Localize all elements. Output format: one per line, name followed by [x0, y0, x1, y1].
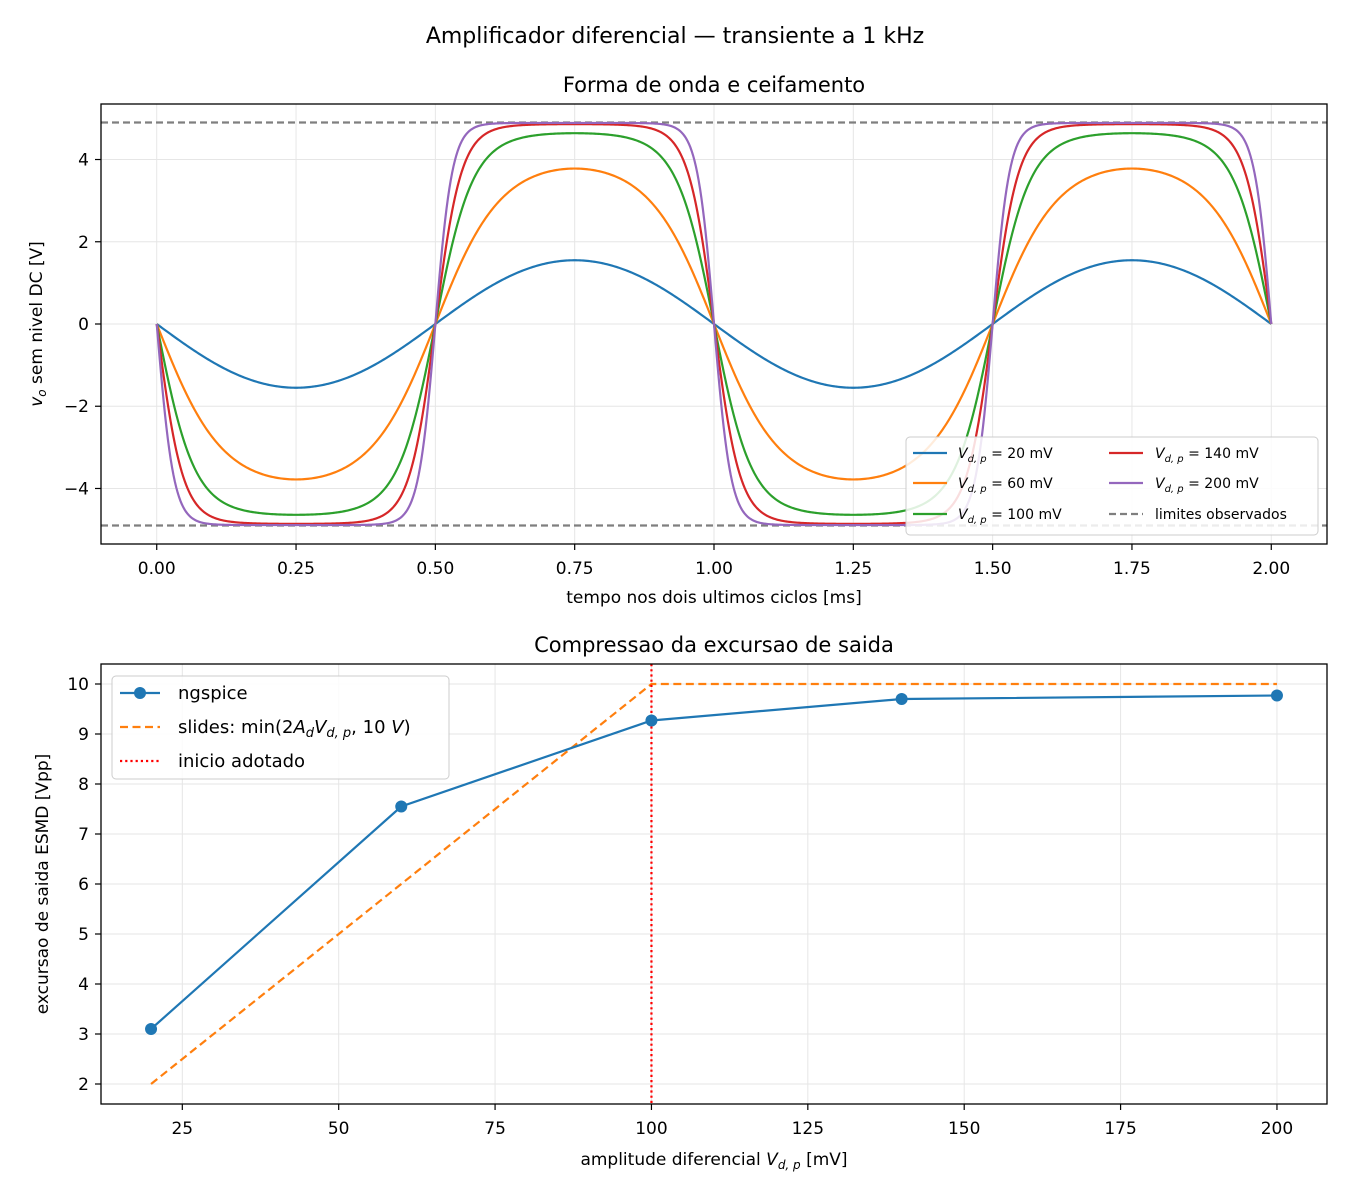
x-tick-label: 0.00 — [138, 559, 176, 579]
x-tick-label: 2.00 — [1252, 559, 1290, 579]
x-tick-label: 1.50 — [974, 559, 1012, 579]
legend-compression: ngspice slides: min(2AdVd, p, 10 V) inic… — [111, 675, 450, 780]
panel-title-waveform: Forma de onda e ceifamento — [563, 73, 865, 97]
x-axis-label-waveform: tempo nos dois ultimos ciclos [ms] — [566, 588, 861, 608]
legend-item-60mv: Vd, p = 60 mV — [913, 476, 1053, 495]
data-point-ngspice — [395, 800, 408, 813]
legend-item-ngspice: ngspice — [120, 683, 248, 704]
data-point-ngspice — [1270, 689, 1283, 702]
y-tick-label: 2 — [78, 1075, 89, 1095]
series-line-4 — [155, 121, 1273, 527]
grid-compression — [101, 664, 1327, 1104]
svg-text:Vd, p = 100 mV: Vd, p = 100 mV — [958, 507, 1062, 526]
svg-text:limites observados: limites observados — [1155, 507, 1287, 523]
legend-item-limites: limites observados — [1109, 507, 1287, 523]
legend-item-100mv: Vd, p = 100 mV — [913, 507, 1062, 526]
figure-title: Amplificador diferencial — transiente a … — [426, 24, 924, 49]
x-tick-label: 125 — [792, 1119, 824, 1139]
panel-compression: Compressao da excursao de saida 25 50 75 10… — [33, 633, 1328, 1172]
x-ticks-waveform: 0.00 0.25 0.50 0.75 1.00 1.25 1.50 1.75 2.00 — [138, 544, 1290, 579]
data-point-ngspice — [645, 714, 658, 727]
compression-series — [145, 664, 1283, 1104]
x-ticks-compression: 25 50 75 100 125 150 175 200 — [171, 1104, 1293, 1139]
legend-item-140mv: Vd, p = 140 mV — [1109, 446, 1259, 465]
legend-waveform: Vd, p = 20 mV Vd, p = 60 mV Vd, p = 100 … — [905, 436, 1319, 536]
x-tick-label: 100 — [635, 1119, 667, 1139]
x-tick-label: 50 — [328, 1119, 350, 1139]
svg-text:Vd, p = 20 mV: Vd, p = 20 mV — [958, 446, 1053, 465]
x-tick-label: 1.00 — [695, 559, 733, 579]
svg-text:ngspice: ngspice — [178, 683, 248, 704]
legend-item-20mv: Vd, p = 20 mV — [913, 446, 1053, 465]
y-ticks-waveform: −4 −2 0 2 4 — [64, 151, 101, 499]
y-tick-label: 5 — [78, 925, 89, 945]
y-tick-label: 9 — [78, 725, 89, 745]
data-point-ngspice — [895, 693, 908, 705]
y-tick-label: 0 — [78, 315, 89, 335]
y-axis-label-waveform: vo sem nivel DC [V] — [27, 241, 49, 407]
x-tick-label: 1.25 — [834, 559, 872, 579]
y-tick-label: 7 — [78, 825, 89, 845]
x-tick-label: 0.50 — [416, 559, 454, 579]
y-axis-label-compression: excursao de saida ESMD [Vpp] — [33, 754, 53, 1015]
y-tick-label: 4 — [78, 151, 89, 171]
panel-title-compression: Compressao da excursao de saida — [534, 633, 894, 657]
y-tick-label: 8 — [78, 775, 89, 795]
y-tick-label: 3 — [78, 1025, 89, 1045]
svg-text:inicio adotado: inicio adotado — [178, 751, 305, 772]
series-slides — [150, 682, 1277, 1085]
y-tick-label: −2 — [64, 397, 89, 417]
waveform-series — [155, 121, 1273, 527]
x-tick-label: 200 — [1261, 1119, 1293, 1139]
x-tick-label: 175 — [1104, 1119, 1136, 1139]
x-tick-label: 150 — [948, 1119, 980, 1139]
y-tick-label: 4 — [78, 975, 89, 995]
x-tick-label: 25 — [171, 1119, 193, 1139]
legend-item-slides: slides: min(2AdVd, p, 10 V) — [120, 717, 411, 741]
y-tick-label: 2 — [78, 233, 89, 253]
legend-item-200mv: Vd, p = 200 mV — [1109, 476, 1259, 495]
x-tick-label: 0.75 — [556, 559, 594, 579]
y-tick-label: 6 — [78, 875, 89, 895]
x-axis-label-compression: amplitude diferencial Vd, p [mV] — [580, 1150, 847, 1172]
svg-text:slides: min(2AdVd, p, 10 V): slides: min(2AdVd, p, 10 V) — [178, 717, 411, 741]
panel-waveform: Forma de onda e ceifamento 0.00 0.25 0.50 0… — [27, 73, 1328, 608]
svg-text:Vd, p = 140 mV: Vd, p = 140 mV — [1155, 446, 1259, 465]
y-tick-label: −4 — [64, 479, 89, 499]
legend-item-inicio: inicio adotado — [120, 751, 305, 772]
x-tick-label: 1.75 — [1113, 559, 1151, 579]
y-tick-label: 10 — [67, 675, 89, 695]
x-tick-label: 0.25 — [277, 559, 315, 579]
x-tick-label: 75 — [484, 1119, 506, 1139]
data-point-ngspice — [145, 1023, 158, 1035]
svg-text:Vd, p = 200 mV: Vd, p = 200 mV — [1155, 476, 1259, 495]
y-ticks-compression: 2 3 4 5 6 7 8 9 10 — [67, 675, 101, 1095]
svg-text:Vd, p = 60 mV: Vd, p = 60 mV — [958, 476, 1053, 495]
